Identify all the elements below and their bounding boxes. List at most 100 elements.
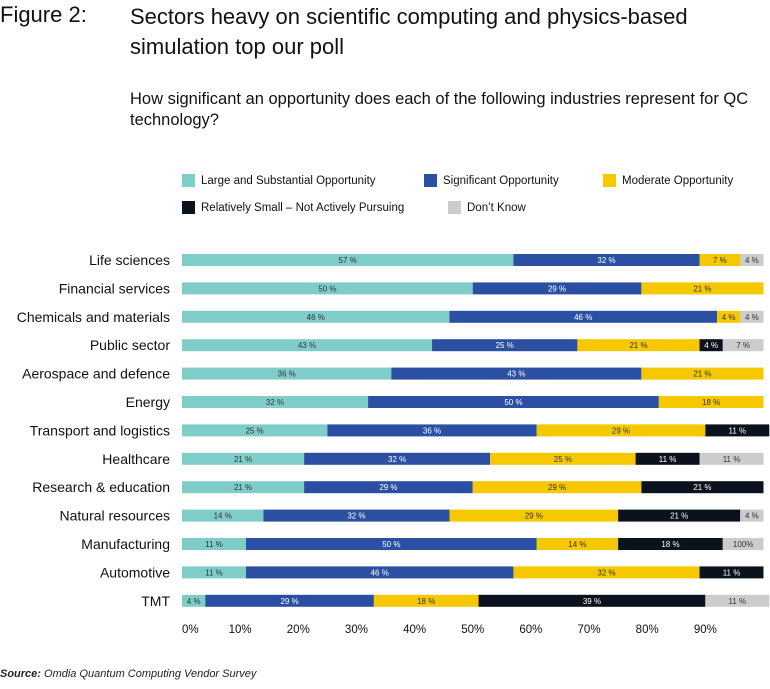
source-prefix: Source: xyxy=(0,668,41,680)
bar-segment xyxy=(699,339,723,352)
data-label: 57 % xyxy=(339,256,357,265)
bar-segment xyxy=(472,481,642,494)
bar-segment xyxy=(740,310,764,323)
bar-segment xyxy=(699,452,764,465)
category-label: Public sector xyxy=(90,337,170,353)
legend-item-large: Large and Substantial Opportunity xyxy=(182,174,376,187)
bar-segment xyxy=(716,310,741,323)
data-label: 46 % xyxy=(371,568,389,577)
bar-segment xyxy=(635,452,700,465)
data-label: 29 % xyxy=(280,597,298,606)
bar-segment xyxy=(182,339,433,352)
bar-segment xyxy=(490,452,636,465)
bar-segment xyxy=(536,424,706,437)
data-label: 4 % xyxy=(722,313,736,322)
legend-swatch-large xyxy=(182,174,195,187)
bar-segment xyxy=(641,481,764,494)
category-label: Chemicals and materials xyxy=(17,309,170,325)
bar-segment xyxy=(182,538,246,550)
bar-segment xyxy=(618,509,741,522)
data-label: 21 % xyxy=(670,512,688,521)
survey-question: How significant an opportunity does each… xyxy=(130,90,749,129)
bar-segment xyxy=(472,282,642,295)
data-label: 14 % xyxy=(214,512,232,521)
legend-label-large: Large and Substantial Opportunity xyxy=(201,174,376,187)
data-label: 43 % xyxy=(298,341,316,350)
data-label: 46 % xyxy=(574,313,592,322)
data-label: 4 % xyxy=(745,256,759,265)
bar-segment xyxy=(740,254,764,266)
category-label: Transport and logistics xyxy=(30,422,170,438)
data-label: 21 % xyxy=(629,341,647,350)
bar-segment xyxy=(182,509,264,522)
bar-segment xyxy=(705,424,770,437)
x-tick-label: 10% xyxy=(229,624,252,636)
bar-segment xyxy=(478,594,706,607)
x-tick-label: 50% xyxy=(461,624,484,636)
chart-legend: Large and Substantial Opportunity Signif… xyxy=(182,172,770,222)
bar-segment xyxy=(722,339,764,352)
bar-segment xyxy=(641,367,764,380)
legend-label-small: Relatively Small – Not Actively Pursuing xyxy=(201,201,405,214)
data-label: 18 % xyxy=(417,597,435,606)
legend-swatch-dont-know xyxy=(448,201,461,214)
data-label: 32 % xyxy=(347,512,365,521)
data-label: 25 % xyxy=(246,426,264,435)
category-label: Manufacturing xyxy=(81,536,170,552)
bar-segment xyxy=(699,254,741,266)
bar-segment xyxy=(641,282,764,295)
category-label: Energy xyxy=(126,394,170,410)
bar-segment xyxy=(577,339,700,352)
bar-segment xyxy=(182,282,473,295)
x-tick-label: 20% xyxy=(287,624,310,636)
data-label: 11 % xyxy=(205,540,223,549)
data-label: 14 % xyxy=(568,540,586,549)
x-tick-label: 40% xyxy=(403,624,426,636)
data-label: 21 % xyxy=(693,483,711,492)
category-label: TMT xyxy=(141,593,170,609)
data-label: 11 % xyxy=(729,426,747,435)
data-label: 39 % xyxy=(583,597,601,606)
bar-segment xyxy=(449,310,717,323)
bar-segment xyxy=(658,396,764,408)
data-label: 43 % xyxy=(507,370,525,379)
data-label: 100% xyxy=(733,540,753,549)
data-label: 36 % xyxy=(278,370,296,379)
bar-segment xyxy=(699,566,764,579)
data-label: 18 % xyxy=(702,398,720,407)
bar-segment xyxy=(182,367,392,380)
legend-label-moderate: Moderate Opportunity xyxy=(622,174,734,187)
data-label: 21 % xyxy=(693,284,711,293)
bar-segment xyxy=(182,310,450,323)
bar-segment xyxy=(705,594,770,607)
x-tick-label: 90% xyxy=(694,624,717,636)
data-label: 50 % xyxy=(504,398,522,407)
category-label: Financial services xyxy=(59,280,170,296)
data-label: 25 % xyxy=(496,341,514,350)
legend-item-significant: Significant Opportunity xyxy=(424,174,559,187)
data-label: 21 % xyxy=(234,483,252,492)
data-label: 29 % xyxy=(525,512,543,521)
bar-segment xyxy=(245,538,537,550)
category-label: Natural resources xyxy=(60,508,171,524)
data-label: 46 % xyxy=(307,313,325,322)
bar-segment xyxy=(182,594,206,607)
data-label: 29 % xyxy=(379,483,397,492)
data-label: 11 % xyxy=(729,597,747,606)
bar-segment xyxy=(205,594,374,607)
data-label: 50 % xyxy=(382,540,400,549)
data-label: 32 % xyxy=(266,398,284,407)
data-label: 4 % xyxy=(187,597,201,606)
data-label: 21 % xyxy=(693,370,711,379)
legend-label-dont-know: Don’t Know xyxy=(467,201,526,214)
bar-segment xyxy=(182,566,246,579)
legend-swatch-significant xyxy=(424,174,437,187)
x-tick-label: 60% xyxy=(519,624,542,636)
data-label: 4 % xyxy=(704,341,718,350)
data-label: 36 % xyxy=(423,426,441,435)
figure-title: Sectors heavy on scientific computing an… xyxy=(130,4,688,59)
data-label: 32 % xyxy=(597,568,615,577)
bar-segment xyxy=(182,254,514,266)
data-label: 11 % xyxy=(723,455,741,464)
bar-segment xyxy=(263,509,450,522)
